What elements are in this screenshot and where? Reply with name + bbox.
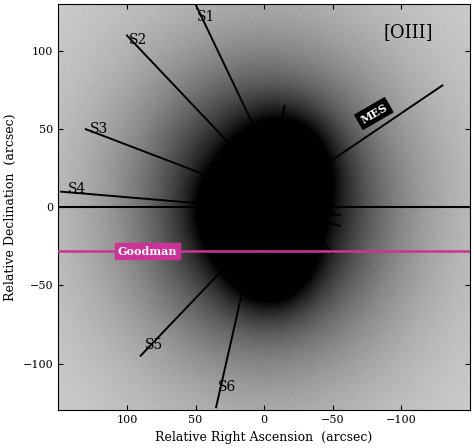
X-axis label: Relative Right Ascension  (arcsec): Relative Right Ascension (arcsec)	[155, 431, 373, 444]
Text: S1: S1	[197, 10, 216, 24]
Text: S3: S3	[91, 122, 109, 136]
Text: S4: S4	[68, 181, 87, 195]
Text: MES: MES	[358, 102, 389, 125]
Text: S5: S5	[145, 338, 164, 352]
Text: [OIII]: [OIII]	[383, 23, 433, 41]
Y-axis label: Relative Declination  (arcsec): Relative Declination (arcsec)	[4, 113, 17, 301]
Text: Goodman: Goodman	[118, 246, 177, 257]
Text: S2: S2	[129, 33, 147, 47]
Text: S6: S6	[218, 380, 236, 394]
